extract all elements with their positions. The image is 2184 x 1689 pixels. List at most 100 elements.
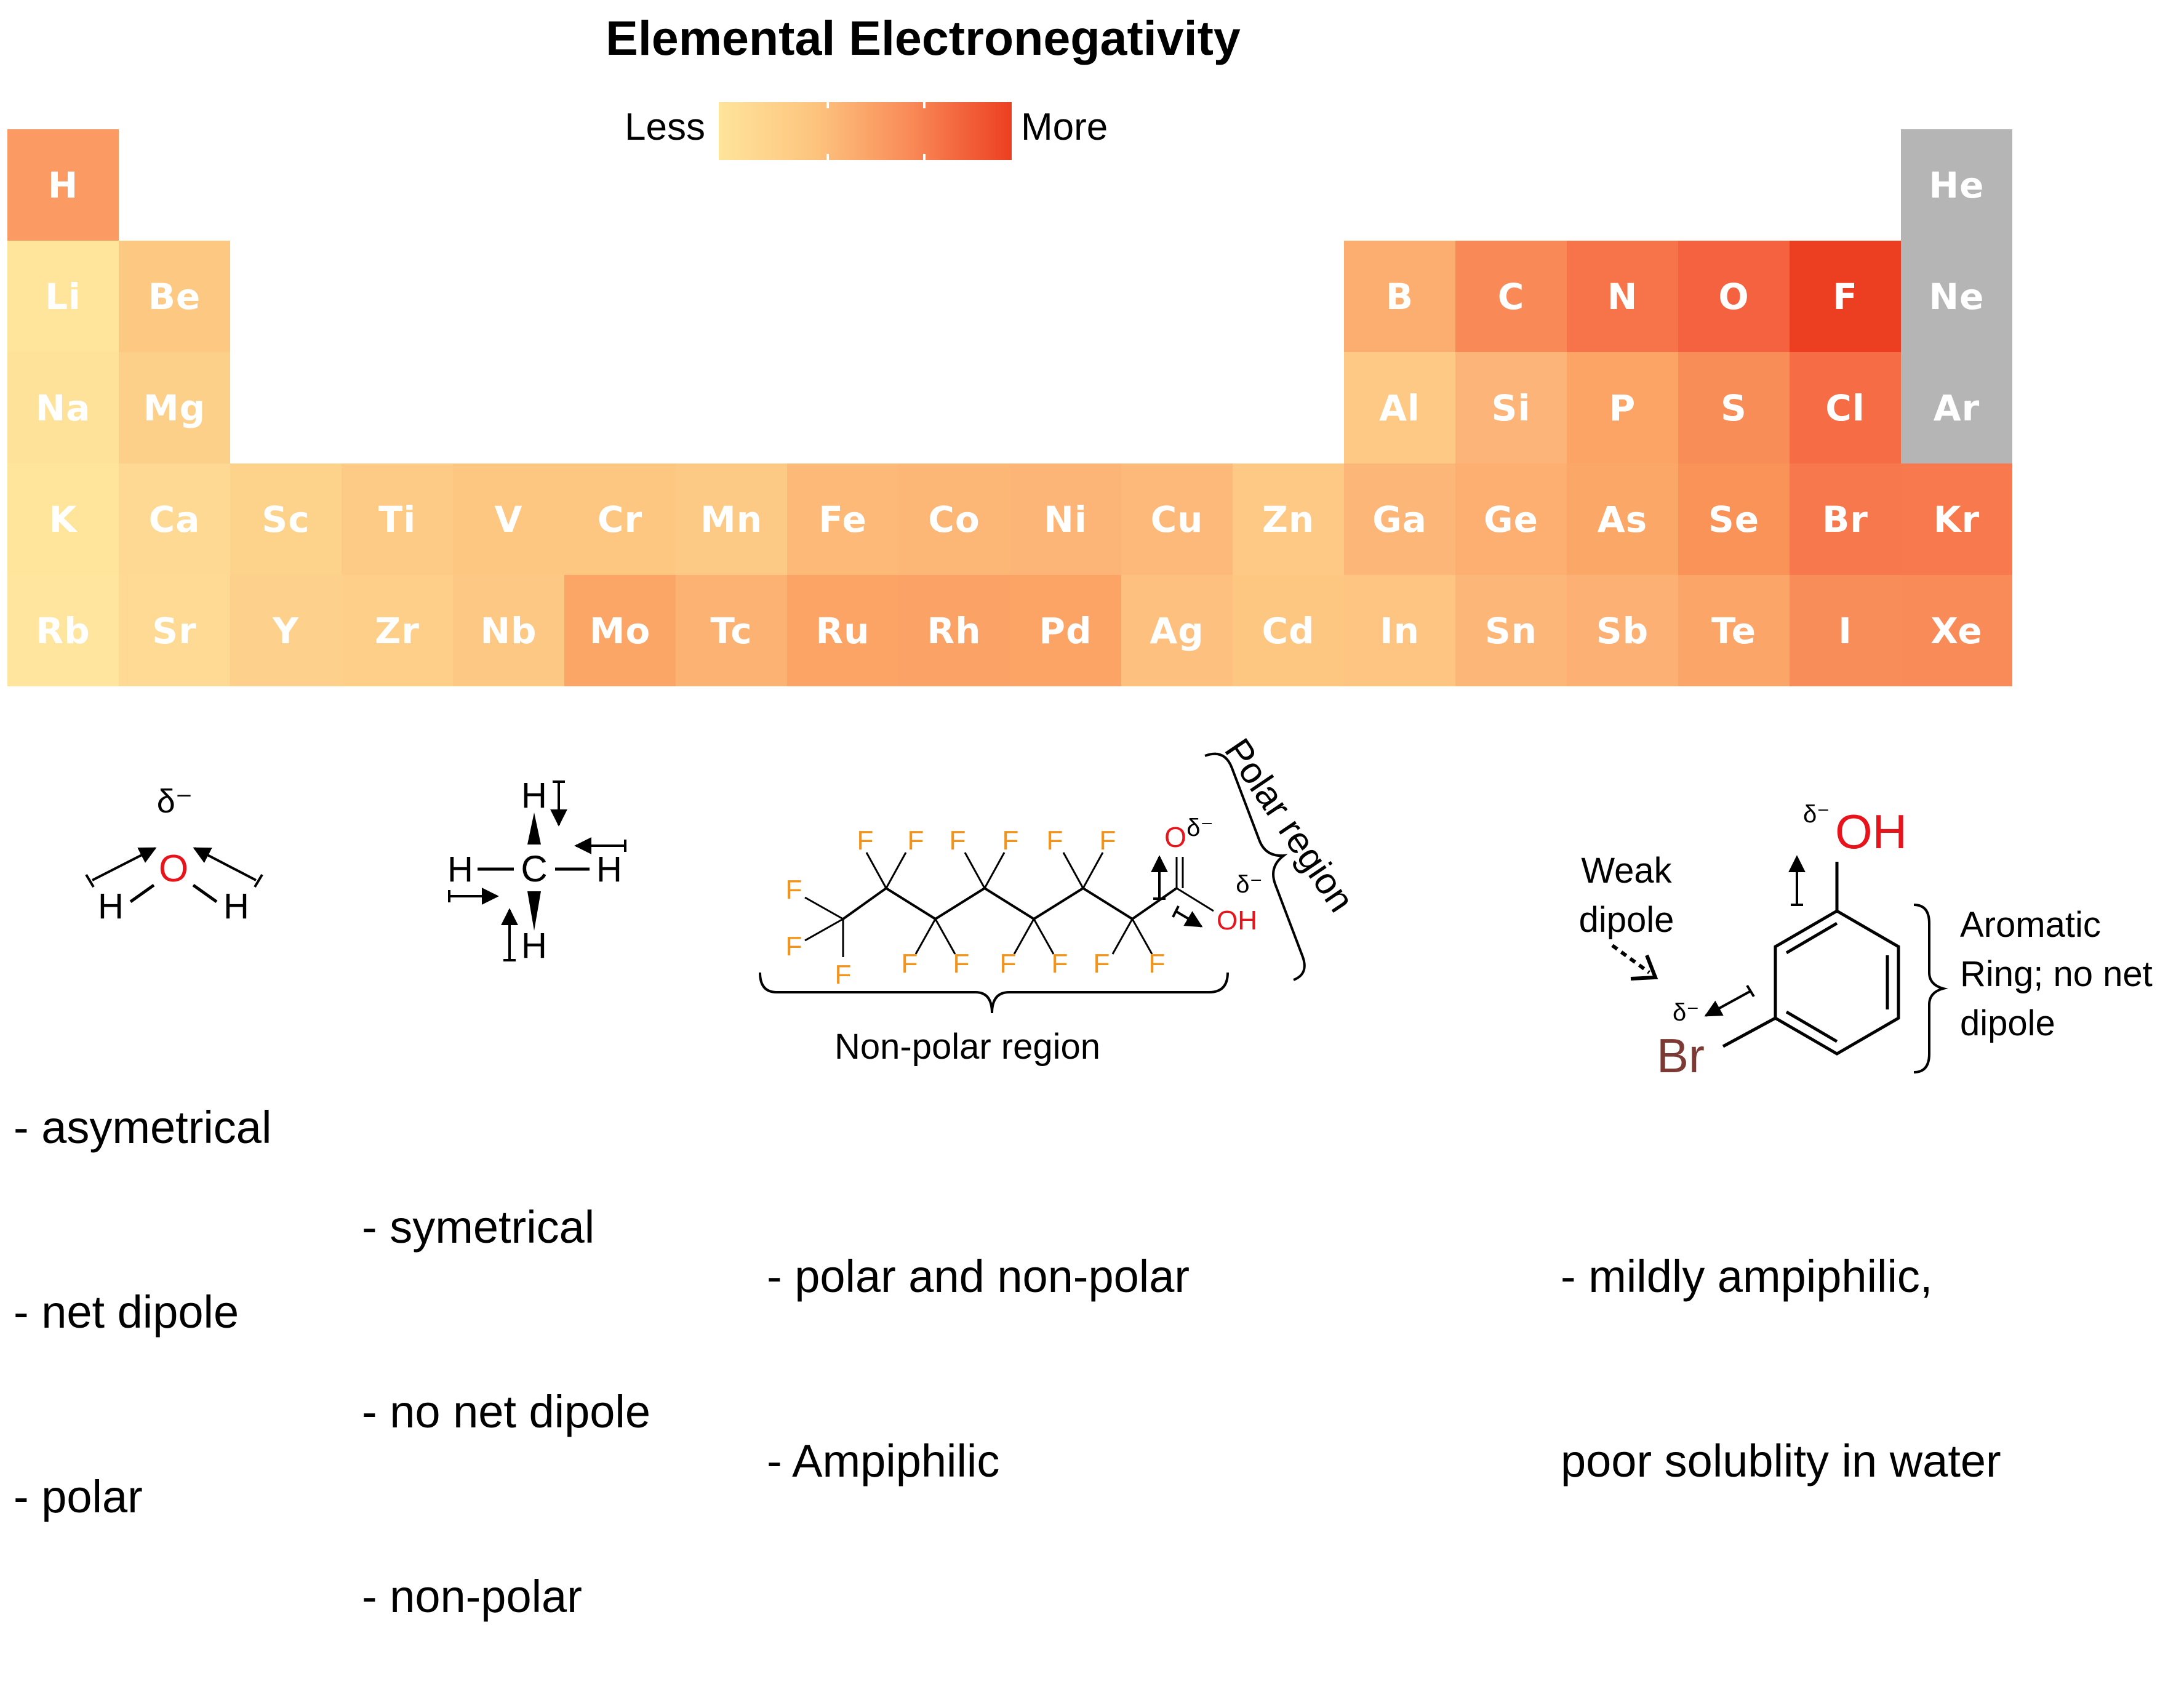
bromophenol-note: - mildly ampiphilic, xyxy=(1561,1251,1933,1302)
aromatic-ring-label-line2: Ring; no net xyxy=(1960,954,2153,994)
pfoa-molecule: F F F F F F F F F F F F F F F O δ⁻ OH δ⁻… xyxy=(759,731,1362,1067)
fluorine-label: F xyxy=(857,825,874,856)
methane-note: - non-polar xyxy=(362,1571,582,1622)
element-cell-f: F xyxy=(1790,241,1901,352)
benzene-ring xyxy=(1774,909,1900,1056)
methane-note: - no net dipole xyxy=(362,1386,651,1437)
fluorine-label: F xyxy=(835,960,852,990)
methane-wedge-bond-bottom xyxy=(527,891,541,931)
element-cell-rb: Rb xyxy=(7,575,119,686)
element-cell-li: Li xyxy=(7,241,119,352)
element-cell-zr: Zr xyxy=(342,575,453,686)
pfoa-oxygen-label: O xyxy=(1164,821,1186,853)
water-notes: - asymetrical - net dipole - polar xyxy=(14,974,271,1589)
legend-less-label: Less xyxy=(625,106,705,148)
weak-dipole-label-line1: Weak xyxy=(1581,851,1672,891)
element-cell-n: N xyxy=(1567,241,1678,352)
pfoa-dipole-arrows xyxy=(1151,855,1203,928)
element-cell-sb: Sb xyxy=(1567,575,1678,686)
element-cell-ar: Ar xyxy=(1901,352,2012,463)
element-cell-h: H xyxy=(7,129,119,241)
methane-carbon-label: C xyxy=(521,848,547,889)
element-cell-ca: Ca xyxy=(119,463,230,575)
br-bond xyxy=(1722,1016,1777,1048)
methane-hydrogen-right-label: H xyxy=(596,849,622,889)
fluorine-label: F xyxy=(908,825,924,856)
element-cell-cl: Cl xyxy=(1790,352,1901,463)
polar-brace xyxy=(1204,752,1306,981)
methane-notes: - symetrical - no net dipole - non-polar xyxy=(362,1073,650,1689)
bromophenol-molecule: OH δ⁻ Br δ⁻ Weak dipole Aromatic Ring; n… xyxy=(1579,801,2153,1083)
periodic-table: H He Li Be B C N O F Ne Na Mg Al Si P S Cl Ar K Ca Sc Ti V Cr Mn… xyxy=(7,129,2038,689)
fluorine-label: F xyxy=(786,875,802,905)
methane-wedge-bond-top xyxy=(527,812,541,844)
element-cell-c: C xyxy=(1455,241,1567,352)
water-dipole-arrow-right xyxy=(193,847,263,888)
element-cell-y: Y xyxy=(230,575,342,686)
bromine-delta-label: δ⁻ xyxy=(1673,999,1699,1026)
weak-dipole-dashed-arrow xyxy=(1611,944,1658,981)
fluorine-label: F xyxy=(1000,949,1017,979)
element-cell-k: K xyxy=(7,463,119,575)
fluorine-label: F xyxy=(1100,825,1116,856)
element-cell-kr: Kr xyxy=(1901,463,2012,575)
fluorine-label: F xyxy=(953,949,970,979)
bromophenol-dipole-arrows xyxy=(1704,855,1806,1017)
nonpolar-region-label: Non-polar region xyxy=(834,1027,1100,1067)
element-cell-br: Br xyxy=(1790,463,1901,575)
phenol-hydroxyl-label: OH xyxy=(1835,804,1907,859)
pfoa-hydroxyl-label: OH xyxy=(1217,905,1257,936)
element-cell-ag: Ag xyxy=(1121,575,1233,686)
fluorine-label: F xyxy=(950,825,966,856)
element-cell-v: V xyxy=(453,463,564,575)
nonpolar-brace xyxy=(759,972,1229,1014)
pfoa-cf-bonds xyxy=(804,852,1214,957)
element-cell-i: I xyxy=(1790,575,1901,686)
methane-dipole-arrows xyxy=(448,780,626,961)
methane-hydrogen-left-label: H xyxy=(447,849,473,889)
element-cell-ge: Ge xyxy=(1455,463,1567,575)
bromophenol-notes: - mildly ampiphilic, poor solublity in w… xyxy=(1561,1123,2001,1554)
element-cell-fe: Fe xyxy=(787,463,898,575)
aromatic-ring-label-line1: Aromatic xyxy=(1960,905,2101,945)
scale-tick xyxy=(826,102,829,108)
water-hydrogen-right-label: H xyxy=(223,886,249,926)
element-cell-mo: Mo xyxy=(564,575,676,686)
water-note: - asymetrical xyxy=(14,1102,272,1153)
element-cell-ni: Ni xyxy=(1010,463,1121,575)
element-cell-cr: Cr xyxy=(564,463,676,575)
element-cell-mg: Mg xyxy=(119,352,230,463)
element-cell-si: Si xyxy=(1455,352,1567,463)
element-cell-cu: Cu xyxy=(1121,463,1233,575)
element-cell-co: Co xyxy=(898,463,1010,575)
pfoa-notes: - polar and non-polar - Ampiphilic xyxy=(767,1123,1190,1554)
element-cell-xe: Xe xyxy=(1901,575,2012,686)
hydroxyl-delta-label: δ⁻ xyxy=(1803,801,1830,828)
fluorine-label: F xyxy=(1047,825,1063,856)
element-cell-se: Se xyxy=(1678,463,1790,575)
fluorine-label: F xyxy=(1052,949,1068,979)
molecule-diagrams: δ⁻ O H H C H H H H xyxy=(85,731,2153,1083)
fluorine-label: F xyxy=(1002,825,1019,856)
element-cell-ru: Ru xyxy=(787,575,898,686)
scale-tick xyxy=(923,102,926,108)
element-cell-in: In xyxy=(1344,575,1455,686)
element-cell-b: B xyxy=(1344,241,1455,352)
pfoa-note: - Ampiphilic xyxy=(767,1435,1000,1486)
water-delta-label: δ⁻ xyxy=(157,783,193,820)
element-cell-al: Al xyxy=(1344,352,1455,463)
weak-dipole-label-line2: dipole xyxy=(1579,900,1674,940)
methane-molecule: C H H H H xyxy=(447,776,626,966)
element-cell-na: Na xyxy=(7,352,119,463)
element-cell-zn: Zn xyxy=(1233,463,1344,575)
pfoa-hydroxyl-delta-label: δ⁻ xyxy=(1236,871,1262,898)
methane-hydrogen-top-label: H xyxy=(521,776,547,816)
benzene-inner-double-bonds xyxy=(1785,921,1889,1043)
methane-hydrogen-bottom-label: H xyxy=(521,926,547,966)
element-cell-tc: Tc xyxy=(676,575,787,686)
methane-note: - symetrical xyxy=(362,1202,595,1253)
fluorine-label: F xyxy=(1149,949,1166,979)
element-cell-ga: Ga xyxy=(1344,463,1455,575)
water-bond-left xyxy=(129,883,155,904)
scale-tick xyxy=(826,154,829,160)
